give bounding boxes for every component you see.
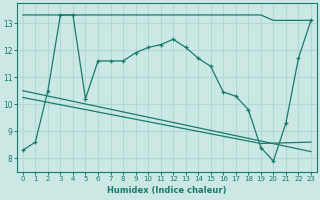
X-axis label: Humidex (Indice chaleur): Humidex (Indice chaleur): [107, 186, 227, 195]
